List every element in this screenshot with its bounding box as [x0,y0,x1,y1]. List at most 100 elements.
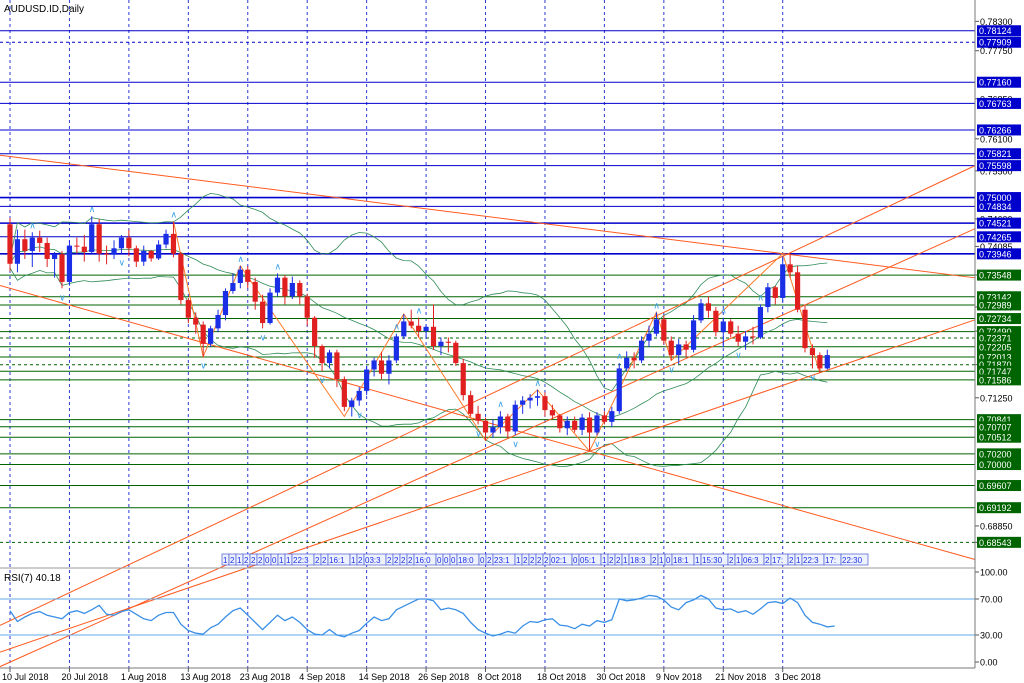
date-tick-label: 18 Oct 2018 [537,672,586,682]
time-marker: 06:3 [741,553,765,566]
time-marker-text: 02:1 [551,556,567,565]
candle-body [579,417,585,430]
candle [661,315,667,345]
candle-body [111,248,117,255]
price-tick-label: 0.74085 [980,242,1013,252]
price-tick-label: 0.71250 [980,393,1013,403]
candle [705,296,712,318]
candle-body [297,282,303,297]
rsi-tick-label: 30.00 [980,631,1003,641]
time-marker: 2 [787,553,796,566]
candle [156,240,162,261]
rsi-line [9,594,835,638]
level-label: 0.77909 [977,36,1021,48]
level-label-text: 0.74265 [979,232,1012,242]
candle [742,331,749,350]
trendlines[interactable] [0,154,976,668]
time-marker: 0 [449,553,458,566]
candle-body [237,269,243,283]
candle [341,376,347,412]
candle-body [14,239,21,264]
fractal-up-marker: ∧ [653,301,660,311]
candle-body [549,410,555,416]
candle [616,363,622,414]
candle-body [742,336,749,342]
candle-body [252,281,258,302]
candle-body [638,340,645,361]
rsi-tick-label: 70.00 [980,595,1003,605]
candle-body [713,310,719,333]
level-label-text: 0.72205 [979,342,1012,352]
time-marker: 2 [256,553,265,566]
candle-body [542,396,548,411]
time-marker-text: 1 [659,556,664,565]
time-marker-text: 1 [796,556,801,565]
time-marker: 18:0 [456,553,480,566]
price-tick-label: 0.68850 [980,521,1013,531]
candle-body [371,360,377,370]
candle [594,412,600,436]
time-marker-text: 18:0 [458,556,474,565]
level-label-box [977,25,1021,37]
time-marker: 2 [614,553,623,566]
level-label-box [977,332,1021,344]
level-label-text: 0.73142 [979,292,1012,302]
candle-body [274,277,281,293]
level-label-text: 0.78124 [979,26,1012,36]
candle-body [445,341,451,343]
time-marker: 1 [794,553,803,566]
level-label: 0.72490 [977,326,1021,338]
candle-body [661,319,667,341]
time-marker: 2 [242,553,251,566]
candle [638,336,645,364]
candle-body [401,321,407,337]
candle-body [534,396,541,398]
band-upper [9,192,828,392]
time-marker-text: 1 [286,556,291,565]
level-label: 0.70000 [977,459,1021,471]
candle [720,317,726,348]
candle-body [520,400,526,405]
candle-body [609,411,615,422]
time-marker-text: 2 [729,556,734,565]
time-marker-text: 18:1 [673,556,689,565]
candle-body [66,245,73,282]
level-label-box [977,192,1021,204]
level-label-text: 0.69192 [979,503,1012,513]
candle [81,234,87,262]
time-marker-text: 16:0 [415,556,431,565]
candle-body [772,287,778,298]
candle-body [319,346,325,364]
level-label-text: 0.71747 [979,367,1012,377]
level-label-text: 0.70707 [979,422,1012,432]
level-label-text: 0.73946 [979,249,1012,259]
time-marker-text: 2 [616,556,621,565]
time-marker-text: 22:3 [803,556,819,565]
candle-body [245,269,251,282]
candle [208,325,214,348]
fractal-up-marker: ∧ [237,255,244,265]
time-marker-text: 2 [230,556,235,565]
candle [163,229,169,249]
level-label-text: 0.75598 [979,161,1012,171]
time-marker-text: 03:3 [365,556,381,565]
candle [74,237,80,254]
time-marker: 22:3 [291,553,315,566]
candle-body [326,352,333,364]
time-marker-text: 2 [394,556,399,565]
time-marker: 17: [823,553,842,566]
time-marker: 2 [763,553,772,566]
price-tick-label: 0.78300 [980,17,1013,27]
candle [512,400,518,436]
time-marker: 2 [249,553,258,566]
fractal-down-marker: ∨ [512,440,519,450]
level-label: 0.70707 [977,421,1021,433]
candle-body [497,416,503,428]
time-marker-text: 2 [789,556,794,565]
time-marker-text: 16:1 [329,556,345,565]
time-marker-text: 0 [480,556,485,565]
candle-body [750,336,756,338]
candle-body [527,397,533,401]
level-label: 0.75598 [977,160,1021,172]
